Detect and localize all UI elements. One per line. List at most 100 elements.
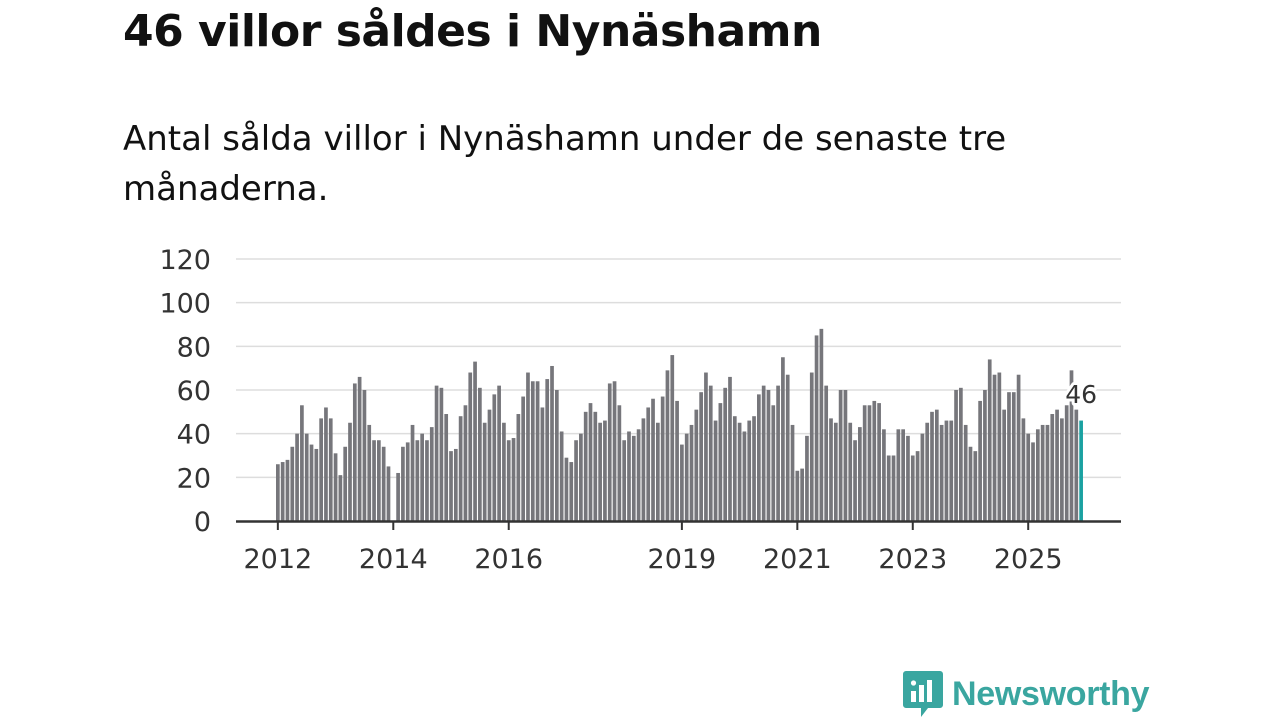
- bar: [963, 424, 968, 521]
- bar: [574, 440, 578, 521]
- bar: [1031, 442, 1035, 521]
- bar: [1074, 409, 1079, 521]
- bar: [631, 435, 636, 521]
- bar: [944, 420, 949, 521]
- bar: [978, 400, 982, 521]
- bar: [872, 400, 877, 521]
- x-tick-label: 2014: [359, 544, 428, 575]
- bar: [992, 374, 997, 521]
- bar: [1040, 424, 1045, 521]
- bar: [987, 359, 992, 521]
- bar: [304, 433, 309, 521]
- chart-subtitle: Antal sålda villor i Nynäshamn under de …: [123, 119, 1007, 209]
- bar: [598, 422, 602, 521]
- y-tick-label: 60: [177, 376, 211, 407]
- bar: [410, 424, 415, 521]
- bar: [429, 427, 434, 521]
- bar: [535, 381, 540, 521]
- y-tick-label: 100: [159, 289, 211, 320]
- bar: [776, 385, 780, 521]
- bar: [915, 451, 920, 521]
- bar: [276, 464, 280, 521]
- bar: [482, 422, 487, 521]
- bar: [651, 398, 655, 521]
- bar: [713, 420, 718, 521]
- bar: [771, 405, 776, 521]
- bar: [901, 429, 905, 521]
- bar: [453, 448, 458, 521]
- bar: [891, 455, 896, 521]
- bar: [1002, 409, 1007, 521]
- bar: [766, 390, 771, 521]
- y-tick-label: 40: [177, 420, 211, 451]
- bar: [1021, 418, 1026, 521]
- x-tick-label: 2016: [474, 544, 543, 575]
- bar: [559, 431, 564, 521]
- bar: [569, 462, 574, 521]
- bar: [343, 446, 348, 521]
- bar: [319, 418, 323, 521]
- bar: [348, 422, 352, 521]
- bar: [882, 429, 886, 521]
- x-tick-label: 2019: [648, 544, 717, 575]
- bar: [415, 440, 420, 521]
- bar: [554, 390, 559, 521]
- bar: [675, 400, 679, 521]
- bar: [747, 420, 752, 521]
- bar: [386, 466, 391, 521]
- bar: [497, 385, 501, 521]
- bar: [800, 468, 804, 521]
- bar: [1069, 370, 1074, 521]
- bar: [665, 370, 670, 521]
- bar: [516, 414, 521, 521]
- bar: [487, 409, 492, 521]
- bar: [502, 422, 506, 521]
- data-labels: 46: [1062, 377, 1100, 412]
- bar: [781, 357, 785, 521]
- bar: [1026, 433, 1031, 521]
- bar: [478, 387, 482, 521]
- bar: [925, 422, 930, 521]
- bar: [434, 385, 439, 521]
- bar: [324, 407, 328, 521]
- bar: [1011, 392, 1016, 521]
- bar: [338, 475, 343, 521]
- bar: [949, 420, 954, 521]
- x-tick-label: 2025: [994, 544, 1063, 575]
- bar: [973, 451, 978, 521]
- bar: [328, 418, 333, 521]
- bar: [795, 470, 800, 521]
- bar: [372, 440, 376, 521]
- bar: [473, 361, 477, 521]
- bar-series: [276, 328, 1083, 521]
- bar: [785, 374, 790, 521]
- newsworthy-logo[interactable]: Newsworthy: [902, 669, 1150, 719]
- bar: [829, 418, 833, 521]
- bar: [506, 440, 511, 521]
- bar: [1045, 424, 1050, 521]
- bar: [694, 409, 699, 521]
- highlight-value-label: 46: [1065, 380, 1097, 409]
- bar: [848, 422, 853, 521]
- bar: [718, 403, 723, 521]
- bar: [939, 424, 944, 521]
- bar: [357, 376, 362, 521]
- x-tick-label: 2023: [878, 544, 947, 575]
- bar: [381, 446, 386, 521]
- newsworthy-logo-icon: [903, 671, 943, 717]
- bar: [362, 390, 367, 521]
- bar: [906, 435, 910, 521]
- x-tick-label: 2012: [243, 544, 312, 575]
- bar: [809, 372, 814, 521]
- bar: [439, 387, 444, 521]
- bar: [723, 387, 728, 521]
- bar: [617, 405, 622, 521]
- bar: [680, 444, 684, 521]
- bar: [401, 446, 405, 521]
- bar: [449, 451, 453, 521]
- bar: [627, 431, 631, 521]
- bar-highlight: [1079, 420, 1083, 521]
- bar: [463, 405, 468, 521]
- bar: [1064, 405, 1069, 521]
- bar: [550, 365, 554, 521]
